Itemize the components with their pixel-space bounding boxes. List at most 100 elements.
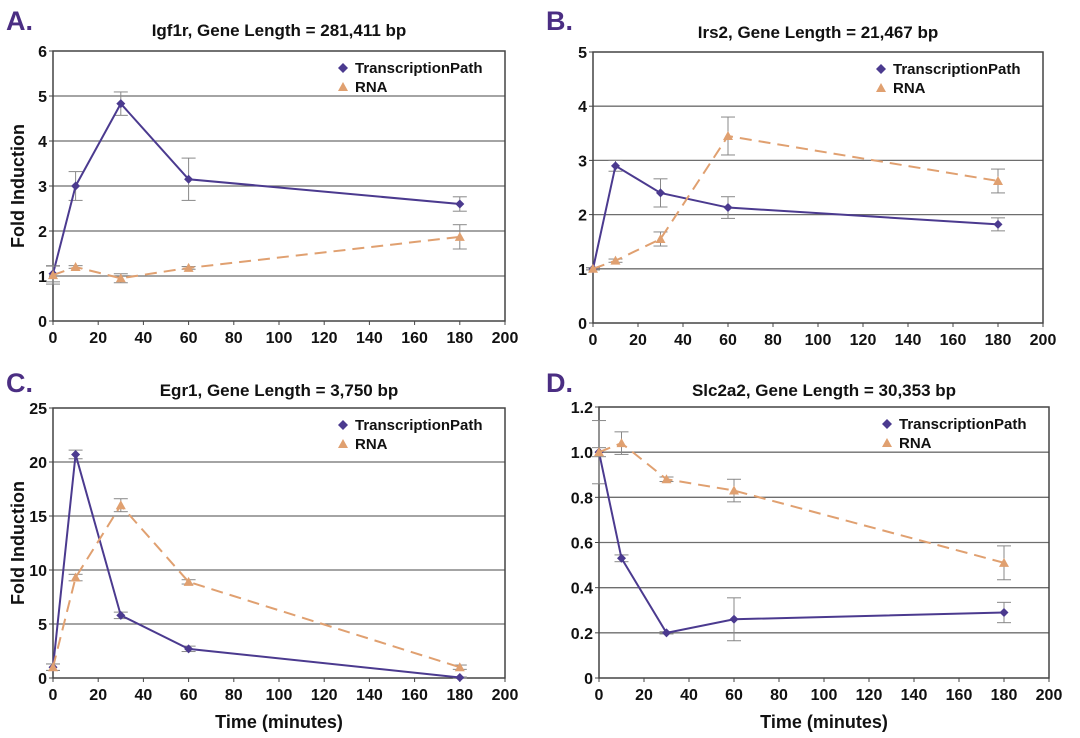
y-tick-label: 4 <box>578 99 587 116</box>
x-tick-label: 200 <box>492 330 519 347</box>
y-tick-label: 5 <box>38 89 47 106</box>
x-tick-label: 0 <box>589 332 598 349</box>
y-tick-label: 25 <box>29 401 47 418</box>
x-tick-label: 100 <box>266 687 293 704</box>
data-point-diamond <box>617 553 626 563</box>
x-tick-label: 200 <box>1030 332 1057 349</box>
y-tick-label: 0.6 <box>571 536 593 553</box>
x-tick-label: 20 <box>629 332 647 349</box>
legend-diamond-icon <box>882 419 892 429</box>
legend-label-rna: RNA <box>355 79 388 96</box>
series-line <box>52 235 460 280</box>
series-transcription-path <box>46 91 467 283</box>
x-tick-label: 120 <box>850 332 877 349</box>
legend: TranscriptionPath RNA <box>876 61 1021 97</box>
data-point-diamond <box>656 188 665 198</box>
data-point-triangle <box>454 662 465 672</box>
x-tick-label: 180 <box>991 687 1018 704</box>
legend-triangle-icon <box>338 439 348 448</box>
y-tick-label: 0 <box>38 671 47 688</box>
x-tick-label: 160 <box>940 332 967 349</box>
panel-label: A. <box>6 6 33 36</box>
x-tick-label: 140 <box>901 687 928 704</box>
data-point-diamond <box>999 608 1009 618</box>
legend-label-transcription-path: TranscriptionPath <box>355 417 483 434</box>
x-tick-label: 140 <box>895 332 922 349</box>
y-tick-label: 1.0 <box>571 445 593 462</box>
y-tick-label: 3 <box>38 179 47 196</box>
panel-c: C. Egr1, Gene Length = 3,750 bp 0 5 10 15 20 25… <box>6 368 518 732</box>
x-tick-label: 100 <box>266 330 293 347</box>
x-tick-label: 20 <box>89 330 107 347</box>
legend-diamond-icon <box>338 63 348 73</box>
x-tick-label: 140 <box>356 330 383 347</box>
data-point-diamond <box>116 99 126 109</box>
x-tick-label: 120 <box>311 330 338 347</box>
legend: TranscriptionPath RNA <box>882 416 1027 452</box>
y-tick-label: 0.2 <box>571 626 593 643</box>
y-tick-label: 5 <box>578 45 587 62</box>
panel-d: D. Slc2a2, Gene Length = 30,353 bp 0 0.2 0.4… <box>546 368 1062 732</box>
y-tick-label: 0.4 <box>571 581 593 598</box>
series-rna <box>592 431 1011 581</box>
panel-b: B. Irs2, Gene Length = 21,467 bp 0 1 2 3 4 5 0 20… <box>546 6 1056 349</box>
series-line <box>592 164 999 270</box>
legend: TranscriptionPath RNA <box>338 60 483 96</box>
data-point-diamond <box>993 219 1003 229</box>
x-tick-label: 160 <box>946 687 973 704</box>
x-tick-label: 40 <box>674 332 692 349</box>
x-tick-label: 80 <box>225 330 243 347</box>
y-tick-label: 2 <box>38 224 47 241</box>
series-rna <box>46 498 467 672</box>
data-point-diamond <box>611 161 620 171</box>
data-point-triangle <box>610 255 621 265</box>
panel-label: C. <box>6 368 33 398</box>
x-tick-label: 60 <box>180 687 198 704</box>
legend-diamond-icon <box>876 64 886 74</box>
legend-triangle-icon <box>882 438 892 447</box>
x-tick-label: 40 <box>680 687 698 704</box>
x-tick-label: 0 <box>595 687 604 704</box>
data-point-diamond <box>455 672 465 682</box>
x-tick-label: 0 <box>49 330 58 347</box>
x-tick-label: 20 <box>635 687 653 704</box>
x-axis-label: Time (minutes) <box>215 712 343 732</box>
x-tick-label: 200 <box>1036 687 1063 704</box>
x-tick-label: 80 <box>764 332 782 349</box>
legend-label-transcription-path: TranscriptionPath <box>899 416 1027 433</box>
data-point-diamond <box>723 203 733 213</box>
legend-label-transcription-path: TranscriptionPath <box>893 61 1021 78</box>
x-tick-label: 60 <box>719 332 737 349</box>
data-point-triangle <box>723 131 733 141</box>
y-tick-label: 3 <box>578 153 587 170</box>
legend-label-rna: RNA <box>355 436 388 453</box>
data-point-triangle <box>999 557 1009 567</box>
y-tick-label: 1 <box>38 269 47 286</box>
x-tick-label: 180 <box>446 330 473 347</box>
chart-title: Slc2a2, Gene Length = 30,353 bp <box>692 381 956 400</box>
x-tick-label: 140 <box>356 687 383 704</box>
data-point-triangle <box>115 273 126 283</box>
y-tick-label: 0 <box>584 671 593 688</box>
data-point-triangle <box>115 500 126 510</box>
y-tick-label: 0.8 <box>571 490 593 507</box>
data-point-triangle <box>729 485 739 495</box>
x-tick-label: 40 <box>135 687 153 704</box>
data-point-triangle <box>993 175 1003 185</box>
y-tick-label: 1 <box>578 262 587 279</box>
x-tick-label: 80 <box>225 687 243 704</box>
x-tick-label: 80 <box>770 687 788 704</box>
data-point-triangle <box>594 447 604 457</box>
panel-label: D. <box>546 368 573 398</box>
data-point-triangle <box>48 270 58 280</box>
series-line <box>52 503 461 669</box>
data-point-diamond <box>662 628 671 638</box>
chart-title: Irs2, Gene Length = 21,467 bp <box>698 23 938 42</box>
y-tick-label: 1.2 <box>571 400 593 417</box>
panel-a: A. Igf1r, Gene Length = 281,411 bp 0 1 2 3 4 5 6… <box>6 6 518 347</box>
legend-triangle-icon <box>338 82 348 91</box>
series-line <box>592 134 999 270</box>
series-line <box>598 441 1005 564</box>
y-tick-label: 15 <box>29 509 47 526</box>
series-rna <box>46 224 467 285</box>
